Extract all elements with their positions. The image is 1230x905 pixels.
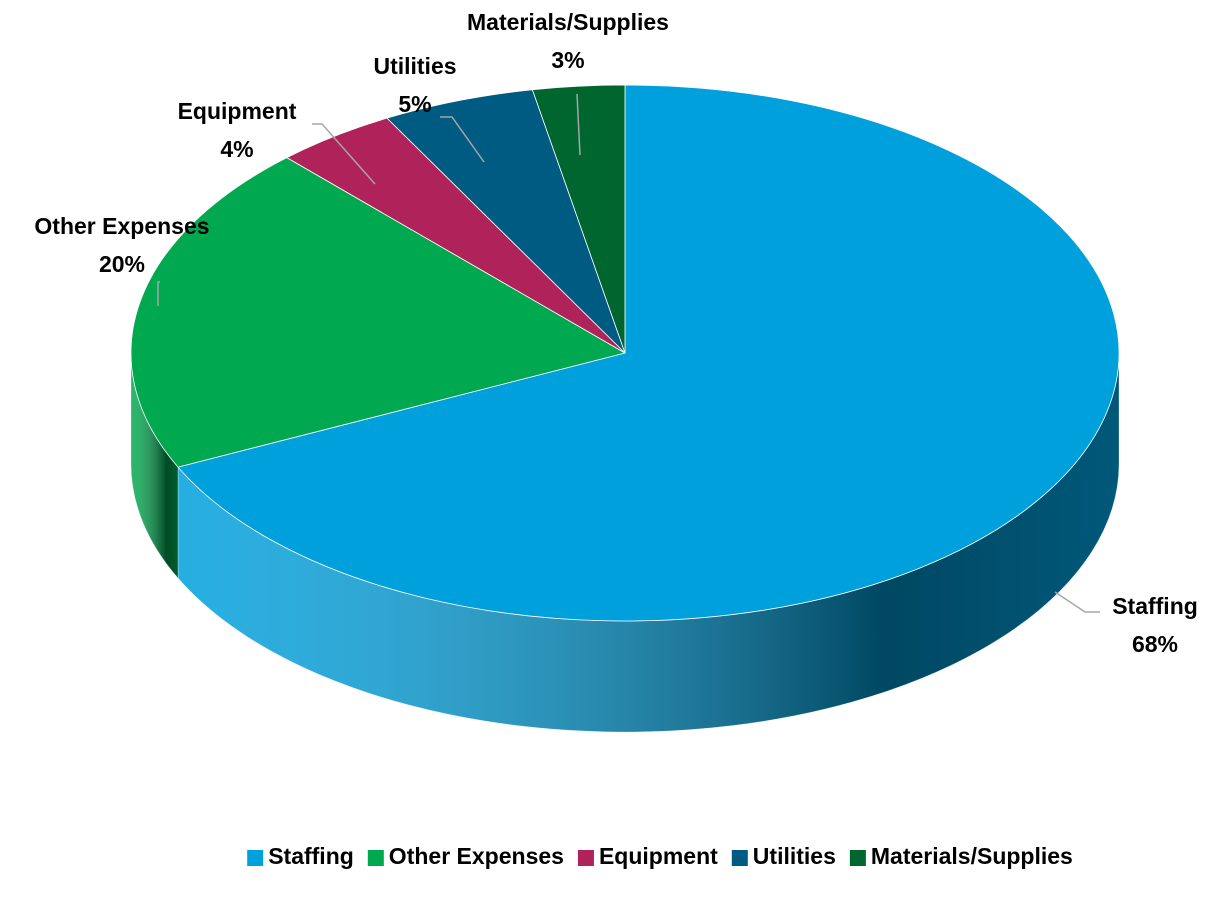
legend-swatch	[367, 850, 384, 866]
legend-swatch	[247, 850, 264, 866]
data-label-name: Materials/Supplies	[467, 9, 669, 35]
legend-label: Equipment	[599, 843, 718, 869]
legend-label: Staffing	[268, 843, 354, 869]
data-label-value: 3%	[551, 47, 584, 73]
legend-swatch	[731, 850, 748, 866]
legend: Staffing Other Expenses Equipment Utilities…	[247, 843, 1073, 869]
data-label-value: 20%	[99, 251, 145, 277]
legend-label: Utilities	[753, 843, 836, 869]
slice	[386, 89, 626, 354]
data-label-name: Utilities	[373, 53, 456, 79]
legend-swatch	[577, 850, 594, 866]
slice	[177, 84, 1120, 622]
leader-line	[440, 116, 485, 163]
data-label-value: 68%	[1132, 631, 1178, 657]
legend-label: Materials/Supplies	[871, 843, 1073, 869]
slice	[531, 84, 626, 354]
leader-line	[576, 93, 581, 156]
data-label-value: 4%	[220, 136, 253, 162]
data-label-name: Other Expenses	[34, 213, 209, 239]
legend-label: Other Expenses	[389, 843, 564, 869]
data-label-value: 5%	[398, 91, 431, 117]
leader-line	[157, 281, 160, 306]
slice	[130, 157, 627, 468]
legend-swatch	[849, 850, 866, 866]
leader-line	[1054, 591, 1100, 613]
data-label-name: Staffing	[1112, 593, 1198, 619]
data-label-name: Equipment	[178, 98, 297, 124]
leader-line	[312, 123, 376, 185]
